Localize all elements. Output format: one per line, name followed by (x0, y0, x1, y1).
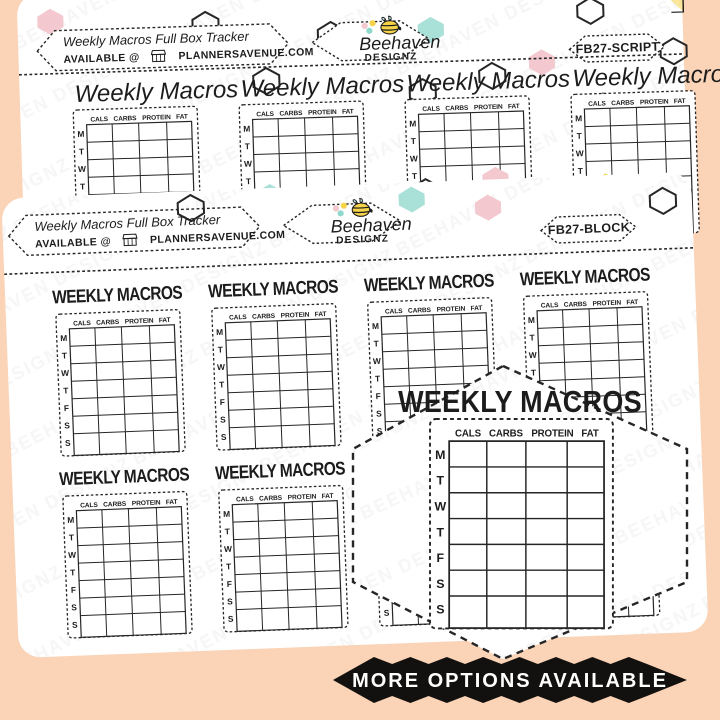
svg-text:Weekly Macros: Weekly Macros (572, 60, 720, 92)
svg-text:FB27-SCRIPT: FB27-SCRIPT (575, 40, 659, 57)
svg-text:Weekly Macros: Weekly Macros (406, 66, 570, 98)
svg-text:Weekly Macros: Weekly Macros (74, 76, 238, 108)
svg-text:AVAILABLE @: AVAILABLE @ (63, 52, 139, 66)
svg-text:WEEKLY MACROS: WEEKLY MACROS (398, 386, 642, 420)
svg-text:Weekly Macros: Weekly Macros (240, 71, 404, 103)
svg-text:MORE OPTIONS AVAILABLE: MORE OPTIONS AVAILABLE (352, 670, 668, 692)
